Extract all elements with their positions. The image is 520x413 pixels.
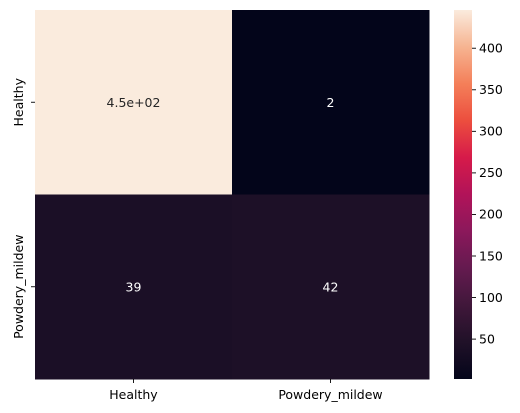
colorbar-tick-label: 200 — [479, 207, 503, 222]
colorbar-tick-label: 300 — [479, 124, 503, 139]
heatmap-cell-r1-c0 — [35, 194, 233, 380]
heatmap-cell-r0-c1 — [232, 10, 430, 195]
y-tick-label: Healthy — [11, 77, 26, 126]
x-axis: Healthy Powdery_mildew — [109, 379, 383, 402]
cell-annotations: 4.5e+02 2 39 42 — [107, 95, 339, 295]
cell-annotation-r1-c0: 39 — [126, 279, 142, 294]
colorbar-tick-label: 400 — [479, 41, 503, 56]
colorbar-tick-label: 350 — [479, 82, 503, 97]
colorbar-gradient — [454, 10, 472, 379]
colorbar-tick-label: 150 — [479, 248, 503, 263]
heatmap-cell-r0-c0 — [35, 10, 233, 195]
colorbar-tick-label: 50 — [479, 331, 495, 346]
heatmap-cells — [35, 10, 430, 380]
x-tick-label: Powdery_mildew — [278, 387, 382, 402]
colorbar-tick-label: 250 — [479, 165, 503, 180]
y-axis: Healthy Powdery_mildew — [11, 77, 35, 339]
heatmap-cell-r1-c1 — [232, 194, 430, 380]
y-tick-label: Powdery_mildew — [11, 235, 26, 339]
cell-annotation-r1-c1: 42 — [323, 279, 339, 294]
x-tick-label: Healthy — [109, 387, 158, 402]
cell-annotation-r0-c1: 2 — [327, 95, 335, 110]
cell-annotation-r0-c0: 4.5e+02 — [107, 95, 161, 110]
colorbar: 50 100 150 200 250 300 350 400 — [454, 10, 503, 379]
colorbar-tick-label: 100 — [479, 290, 503, 305]
